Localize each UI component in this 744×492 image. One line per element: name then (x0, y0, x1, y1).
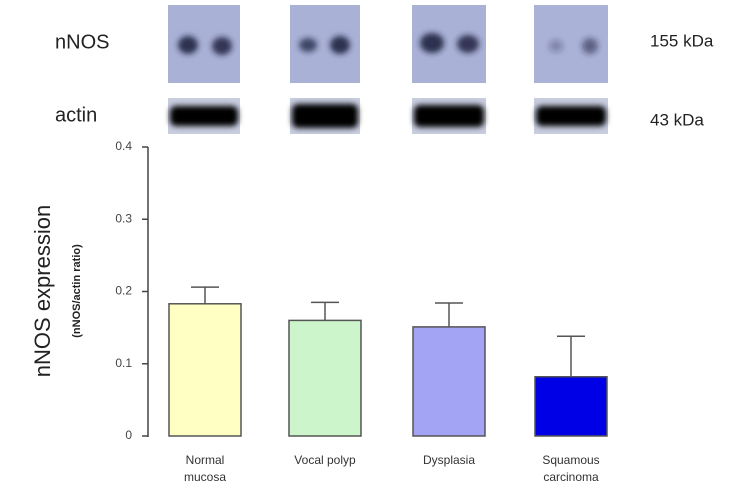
blot-images (168, 5, 608, 134)
x-tick-label: mucosa (184, 470, 226, 484)
x-tick-label: Normal (186, 453, 225, 467)
y-tick-label: 0.4 (115, 139, 132, 153)
bar (413, 327, 485, 436)
x-tick-label: Squamous (542, 453, 599, 467)
y-tick-label: 0.2 (115, 284, 132, 298)
y-tick-label: 0.1 (115, 356, 132, 370)
x-tick-label: Vocal polyp (294, 453, 356, 467)
figure: nNOS actin 155 kDa 43 kDa nNOS expressio… (0, 0, 744, 492)
blot-row-label: actin (55, 104, 97, 126)
y-axis-title: nNOS expression (30, 205, 55, 377)
bar (289, 320, 361, 436)
blot-size-label: 155 kDa (650, 31, 714, 50)
bar (169, 304, 241, 436)
bar (535, 377, 607, 436)
y-tick-label: 0 (125, 428, 132, 442)
blot-size-label: 43 kDa (650, 110, 704, 129)
x-tick-label: carcinoma (543, 470, 599, 484)
x-tick-label: Dysplasia (423, 453, 475, 467)
blot-row-label: nNOS (55, 31, 109, 53)
y-axis-subtitle: (nNOS/actin ratio) (71, 244, 83, 338)
y-tick-label: 0.3 (115, 211, 132, 225)
